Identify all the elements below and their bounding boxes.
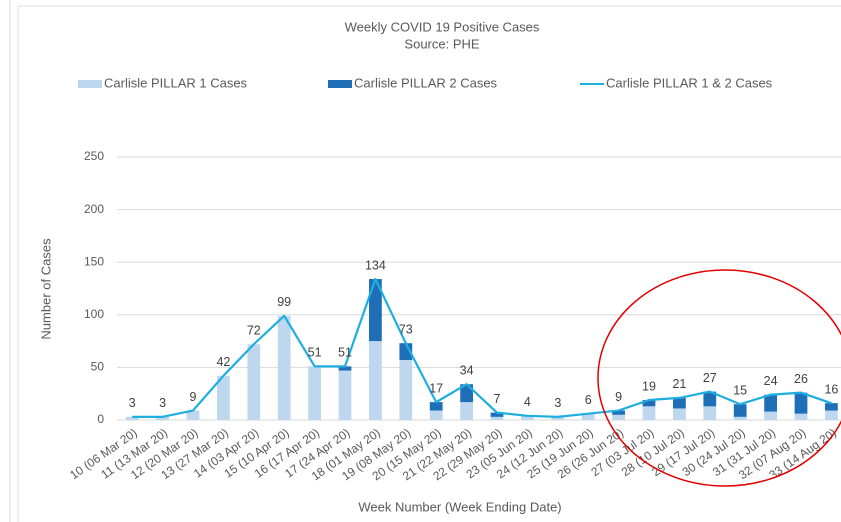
bar — [399, 360, 413, 420]
bar — [521, 415, 534, 420]
bar — [612, 414, 625, 420]
bar — [460, 402, 473, 420]
bar — [308, 366, 321, 420]
data-label: 27 — [703, 371, 717, 385]
data-label: 9 — [190, 390, 197, 404]
bar — [369, 279, 382, 342]
bar — [369, 341, 382, 420]
data-label: 42 — [216, 355, 230, 369]
y-tick-label: 150 — [84, 254, 104, 268]
data-label: 134 — [365, 258, 386, 272]
data-label: 9 — [615, 390, 622, 404]
data-label: 19 — [642, 379, 656, 393]
data-label: 7 — [494, 392, 501, 406]
y-tick-label: 0 — [97, 412, 104, 426]
data-label: 21 — [672, 377, 686, 391]
data-label: 4 — [524, 395, 531, 409]
bar — [794, 392, 808, 414]
bar — [429, 410, 443, 420]
legend-label: Carlisle PILLAR 1 Cases — [104, 75, 248, 90]
line — [132, 277, 832, 418]
bar — [338, 370, 352, 420]
bar — [733, 416, 747, 420]
legend-swatch — [78, 80, 102, 88]
chart-subtitle: Source: PHE — [404, 36, 479, 51]
bar — [490, 412, 504, 417]
y-tick-label: 50 — [91, 360, 105, 374]
bar — [764, 394, 777, 412]
bar — [217, 375, 230, 420]
chart-title: Weekly COVID 19 Positive Cases — [345, 19, 540, 34]
bar — [642, 406, 656, 420]
y-tick-label: 100 — [84, 307, 104, 321]
data-label: 51 — [338, 346, 352, 360]
legend-swatch — [328, 80, 352, 88]
data-label: 16 — [824, 382, 838, 396]
data-label: 26 — [794, 372, 808, 386]
data-label: 3 — [129, 396, 136, 410]
bar — [277, 315, 291, 420]
data-label: 72 — [247, 324, 261, 338]
bar — [429, 402, 443, 411]
bar — [825, 403, 838, 411]
bar — [794, 413, 808, 420]
bar — [490, 416, 504, 420]
legend-label: Carlisle PILLAR 1 & 2 Cases — [606, 75, 773, 90]
bar — [673, 397, 686, 409]
data-label: 51 — [308, 346, 322, 360]
bar — [733, 404, 747, 417]
bar — [125, 416, 139, 420]
y-tick-label: 250 — [84, 149, 104, 163]
bar — [703, 391, 717, 407]
data-label: 17 — [429, 381, 443, 395]
y-axis-title: Number of Cases — [38, 238, 53, 340]
x-axis-title: Week Number (Week Ending Date) — [358, 499, 561, 514]
highlight-ellipse — [597, 269, 841, 487]
data-label: 34 — [460, 364, 474, 378]
y-tick-label: 200 — [84, 202, 104, 216]
bar — [186, 410, 200, 420]
data-label: 15 — [733, 384, 747, 398]
bar — [551, 416, 565, 420]
bar — [156, 416, 169, 420]
legend-label: Carlisle PILLAR 2 Cases — [354, 75, 498, 90]
data-label: 24 — [764, 374, 778, 388]
data-label: 6 — [585, 393, 592, 407]
bar — [612, 410, 625, 415]
data-label: 3 — [159, 396, 166, 410]
bar — [825, 410, 838, 420]
bar — [247, 344, 261, 420]
bar — [642, 400, 656, 407]
data-label: 3 — [554, 396, 561, 410]
bar — [764, 411, 777, 420]
bar — [673, 408, 686, 420]
bar — [581, 413, 595, 420]
data-label: 73 — [399, 323, 413, 337]
data-label: 99 — [277, 295, 291, 309]
bar — [338, 366, 352, 371]
bar — [703, 406, 717, 420]
